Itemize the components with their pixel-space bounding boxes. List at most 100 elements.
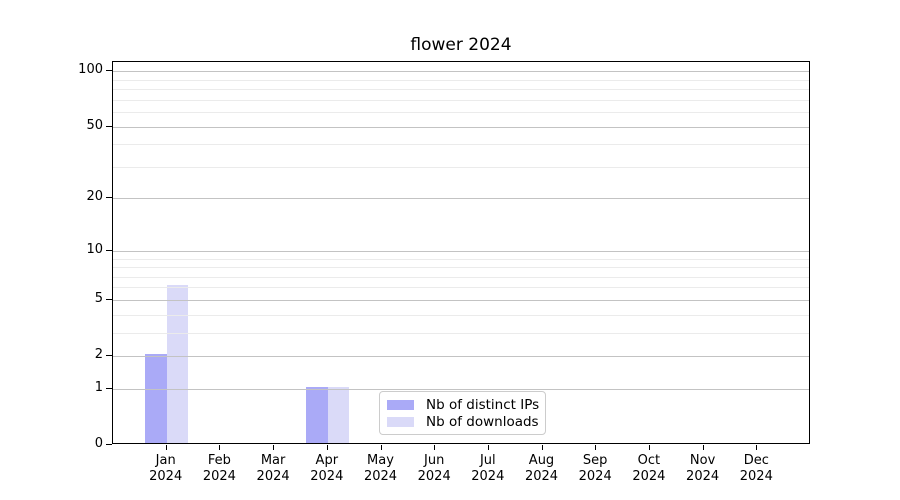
- x-tick-label: Mar 2024: [233, 453, 313, 485]
- legend-label-distinct-ips: Nb of distinct IPs: [426, 396, 540, 413]
- gridline-major: [113, 388, 809, 390]
- gridline-minor: [113, 314, 809, 316]
- x-tick-month: May: [367, 453, 394, 468]
- x-tick-mark: [380, 445, 382, 450]
- x-tick-mark: [756, 445, 758, 450]
- bar-downloads-apr: [327, 386, 350, 443]
- y-tick-mark: [106, 355, 112, 356]
- gridline-minor: [113, 258, 809, 260]
- x-tick-year: 2024: [578, 469, 612, 484]
- x-tick-mark: [487, 445, 489, 450]
- x-tick-month: Jan: [155, 453, 176, 468]
- gridline-minor: [113, 89, 809, 90]
- gridline-major: [113, 250, 809, 252]
- y-tick-mark: [106, 298, 112, 300]
- gridline-major: [113, 356, 809, 357]
- gridline-minor: [113, 166, 809, 168]
- x-tick-year: 2024: [363, 469, 398, 484]
- x-tick-mark: [541, 445, 543, 450]
- x-tick-label: Jul 2024: [448, 453, 528, 485]
- x-tick-month: Apr: [315, 453, 339, 468]
- gridline-major: [113, 126, 809, 128]
- x-tick-label: Dec 2024: [716, 453, 796, 485]
- x-tick-year: 2024: [417, 469, 451, 484]
- y-tick-mark: [106, 70, 112, 72]
- x-tick-label: Jun 2024: [394, 453, 474, 485]
- x-tick-label: Aug 2024: [502, 453, 582, 485]
- x-tick-label: Apr 2024: [287, 453, 367, 485]
- x-tick-year: 2024: [310, 469, 344, 484]
- x-tick-label: Jan 2024: [126, 453, 206, 485]
- x-tick-month: Oct: [637, 453, 661, 468]
- x-tick-year: 2024: [202, 469, 236, 484]
- x-tick-month: Dec: [743, 453, 769, 468]
- y-tick-label: 1: [94, 379, 103, 395]
- x-tick-mark: [702, 445, 704, 450]
- gridline-minor: [113, 99, 809, 101]
- legend-label-downloads: Nb of downloads: [426, 413, 539, 430]
- x-tick-year: 2024: [149, 469, 183, 484]
- gridline-minor: [113, 144, 809, 146]
- x-tick-mark: [434, 445, 436, 450]
- x-tick-month: Jul: [479, 453, 496, 468]
- x-tick-year: 2024: [686, 469, 720, 484]
- x-tick-mark: [165, 445, 167, 450]
- x-tick-month: Jun: [424, 453, 445, 468]
- chart-title: flower 2024: [410, 35, 512, 55]
- x-tick-mark: [648, 445, 650, 450]
- x-tick-label: Oct 2024: [609, 453, 689, 485]
- legend: Nb of distinct IPs Nb of downloads: [379, 391, 546, 435]
- x-tick-month: Sep: [582, 453, 608, 468]
- y-tick-label: 20: [86, 189, 103, 205]
- x-tick-month: Nov: [689, 453, 716, 468]
- x-tick-year: 2024: [524, 469, 559, 484]
- x-tick-mark: [219, 445, 221, 450]
- grid-layer: [113, 62, 809, 443]
- x-tick-year: 2024: [256, 469, 290, 484]
- bar-distinct-ips-apr: [306, 386, 328, 443]
- y-tick-label: 0: [94, 436, 103, 451]
- x-tick-month: Mar: [260, 453, 286, 468]
- y-tick-label: 2: [94, 347, 103, 362]
- bar-distinct-ips-jan: [145, 354, 167, 443]
- gridline-minor: [113, 332, 809, 334]
- x-tick-month: Aug: [528, 453, 555, 468]
- y-tick-mark: [106, 387, 112, 389]
- x-tick-label: Feb 2024: [179, 453, 259, 485]
- plot-area: Nb of distinct IPs Nb of downloads: [112, 61, 810, 444]
- y-tick-label: 50: [86, 117, 103, 133]
- y-tick-label: 5: [94, 290, 103, 306]
- y-tick-mark: [106, 249, 112, 251]
- y-tick-mark: [106, 197, 112, 199]
- x-tick-year: 2024: [471, 469, 505, 484]
- y-tick-mark: [106, 444, 112, 445]
- y-tick-label: 100: [78, 62, 103, 78]
- x-tick-mark: [326, 445, 328, 450]
- gridline-minor: [113, 267, 809, 268]
- legend-swatch-downloads: [387, 416, 414, 427]
- legend-item-distinct-ips: Nb of distinct IPs: [387, 396, 540, 413]
- gridline-minor: [113, 79, 809, 81]
- x-tick-label: May 2024: [341, 453, 421, 485]
- y-tick-label: 10: [86, 241, 103, 257]
- y-tick-mark: [106, 125, 112, 127]
- x-tick-label: Sep 2024: [555, 453, 635, 485]
- gridline-major: [113, 299, 809, 301]
- gridline-major: [113, 71, 809, 73]
- gridline-major: [113, 198, 809, 200]
- x-tick-year: 2024: [739, 469, 773, 484]
- legend-swatch-distinct-ips: [387, 399, 414, 410]
- gridline-minor: [113, 287, 809, 289]
- gridline-minor: [113, 111, 809, 113]
- x-tick-mark: [595, 445, 597, 450]
- x-tick-month: Feb: [207, 453, 231, 468]
- x-tick-mark: [273, 445, 275, 450]
- legend-item-downloads: Nb of downloads: [387, 413, 539, 430]
- x-tick-year: 2024: [632, 469, 666, 484]
- bars-layer: [113, 62, 809, 443]
- gridline-minor: [113, 276, 809, 278]
- bar-downloads-jan: [166, 285, 189, 443]
- x-tick-label: Nov 2024: [663, 453, 743, 485]
